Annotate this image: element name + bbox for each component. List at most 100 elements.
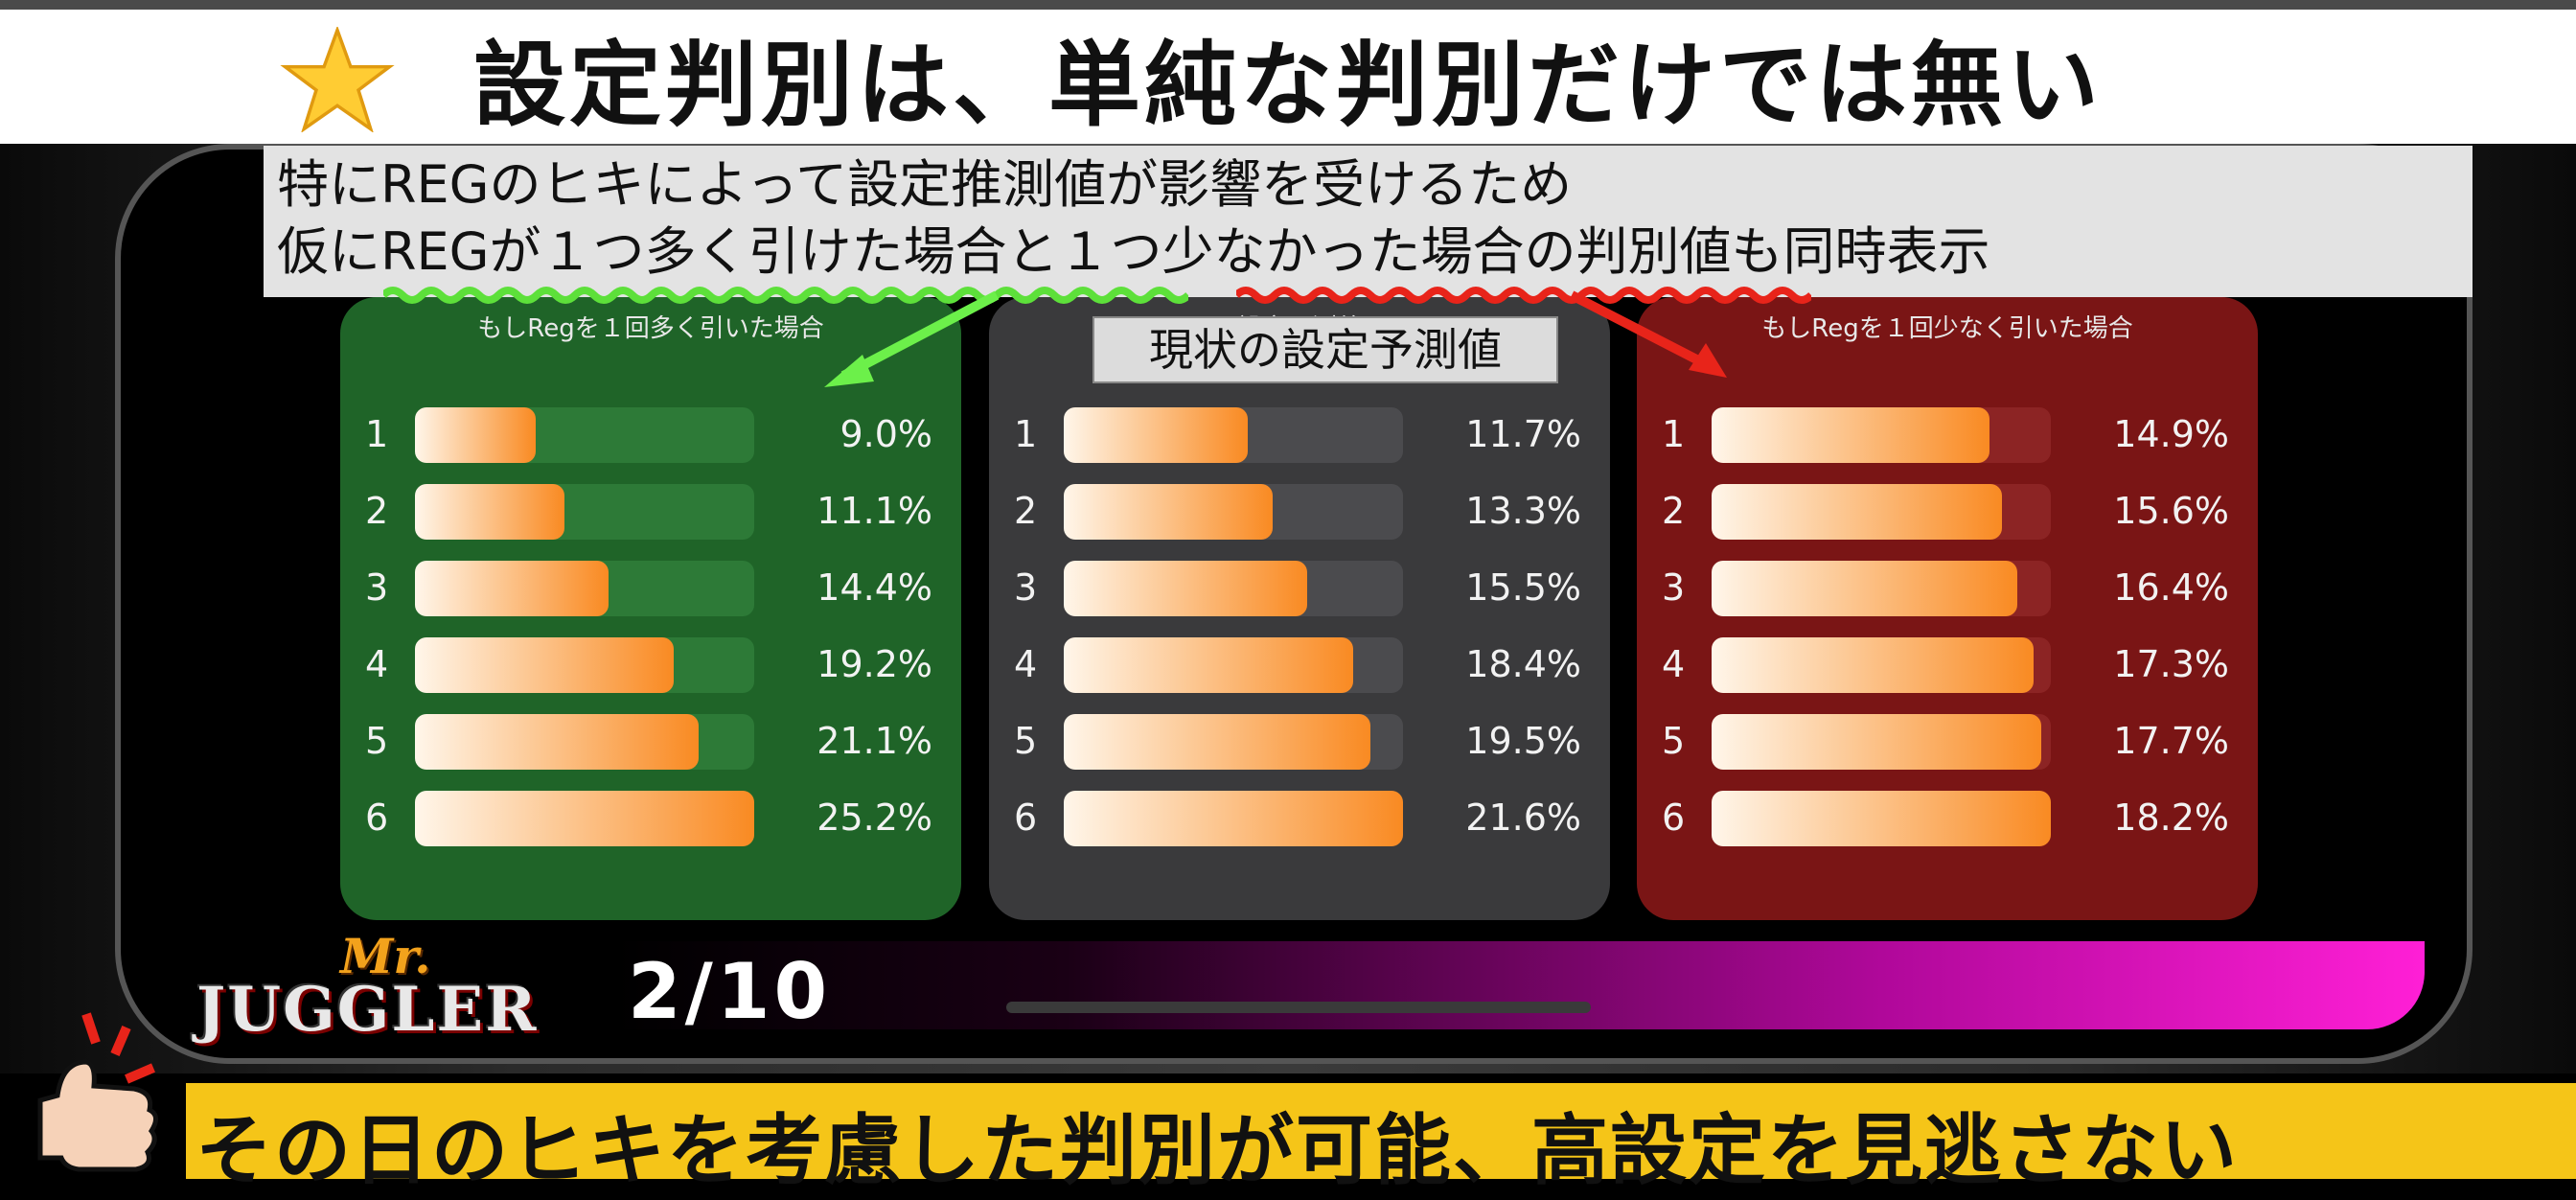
setting-level: 2 — [365, 490, 389, 532]
probability-bar-fill — [1712, 484, 2002, 540]
setting-row-3: 3 15.5% — [989, 561, 1610, 618]
setting-row-5: 5 17.7% — [1637, 714, 2258, 772]
probability-bar-fill — [415, 791, 754, 846]
setting-row-6: 6 18.2% — [1637, 791, 2258, 848]
probability-bar-fill — [415, 484, 564, 540]
probability-bar-fill — [1064, 637, 1353, 693]
probability-percent: 15.6% — [2113, 490, 2229, 532]
probability-bar-track — [1064, 561, 1403, 616]
page-counter: 2/10 — [628, 947, 832, 1036]
setting-level: 4 — [1014, 643, 1038, 685]
probability-bar-fill — [1712, 407, 1990, 463]
probability-bar-track — [1712, 791, 2051, 846]
probability-percent: 21.1% — [816, 720, 932, 762]
setting-row-1: 1 14.9% — [1637, 407, 2258, 465]
probability-percent: 18.4% — [1465, 643, 1581, 685]
probability-percent: 17.7% — [2113, 720, 2229, 762]
setting-row-2: 2 13.3% — [989, 484, 1610, 542]
setting-level: 6 — [365, 796, 389, 839]
probability-bar-fill — [415, 407, 536, 463]
setting-row-4: 4 19.2% — [340, 637, 961, 695]
probability-bar-fill — [1064, 561, 1307, 616]
explanation-line-1: 特にREGのヒキによって設定推測値が影響を受けるため — [277, 154, 1573, 215]
panel-title: もしRegを１回少なく引いた場合 — [1761, 314, 2133, 343]
top-border — [0, 0, 2576, 10]
setting-row-5: 5 19.5% — [989, 714, 1610, 772]
probability-bar-track — [1712, 407, 2051, 463]
setting-row-3: 3 14.4% — [340, 561, 961, 618]
setting-row-4: 4 17.3% — [1637, 637, 2258, 695]
probability-percent: 21.6% — [1465, 796, 1581, 839]
home-indicator — [1006, 1002, 1591, 1013]
probability-percent: 18.2% — [2113, 796, 2229, 839]
setting-row-6: 6 25.2% — [340, 791, 961, 848]
probability-bar-track — [415, 484, 754, 540]
setting-row-1: 1 9.0% — [340, 407, 961, 465]
probability-percent: 19.2% — [816, 643, 932, 685]
probability-bar-fill — [1064, 791, 1403, 846]
thumbs-up-icon — [37, 1012, 158, 1172]
footer-text: その日のヒキを考慮した判別が可能、高設定を見逃さない — [196, 1106, 2239, 1195]
probability-percent: 17.3% — [2113, 643, 2229, 685]
probability-bar-track — [415, 714, 754, 770]
probability-percent: 13.3% — [1465, 490, 1581, 532]
panel-title: もしRegを１回多く引いた場合 — [477, 314, 824, 343]
setting-level: 1 — [1014, 413, 1038, 455]
probability-bar-fill — [415, 637, 674, 693]
probability-bar-track — [415, 407, 754, 463]
setting-level: 5 — [1662, 720, 1686, 762]
star-icon — [280, 27, 395, 132]
setting-level: 3 — [1014, 566, 1038, 609]
green-underline — [383, 287, 1188, 304]
probability-bar-track — [1064, 484, 1403, 540]
red-underline — [1236, 287, 1811, 304]
red-arrow-icon — [1569, 290, 1727, 378]
probability-percent: 19.5% — [1465, 720, 1581, 762]
explanation-line-2: 仮にREGが１つ多く引けた場合と１つ少なかった場合の判別値も同時表示 — [277, 221, 1990, 282]
probability-bar-track — [1064, 791, 1403, 846]
header-banner: 設定判別は、単純な判別だけでは無い — [0, 10, 2576, 144]
probability-bar-track — [1712, 484, 2051, 540]
probability-bar-track — [415, 561, 754, 616]
probability-bar-track — [1712, 561, 2051, 616]
juggler-logo: Mr. JUGGLER — [196, 928, 599, 1046]
setting-level: 5 — [1014, 720, 1038, 762]
setting-level: 1 — [1662, 413, 1686, 455]
logo-main-text: JUGGLER — [196, 974, 539, 1046]
probability-percent: 11.1% — [816, 490, 932, 532]
setting-level: 1 — [365, 413, 389, 455]
probability-percent: 16.4% — [2113, 566, 2229, 609]
probability-bar-fill — [1712, 791, 2051, 846]
page-title: 設定判別は、単純な判別だけでは無い — [473, 31, 2103, 139]
probability-percent: 14.9% — [2113, 413, 2229, 455]
setting-level: 3 — [1662, 566, 1686, 609]
footer-banner: その日のヒキを考慮した判別が可能、高設定を見逃さない — [186, 1083, 2576, 1195]
setting-level: 4 — [365, 643, 389, 685]
probability-bar-fill — [1064, 714, 1370, 770]
current-estimate-label: 現状の設定予測値 — [1092, 316, 1558, 383]
probability-bar-fill — [415, 561, 609, 616]
setting-level: 2 — [1014, 490, 1038, 532]
setting-level: 2 — [1662, 490, 1686, 532]
probability-bar-track — [1064, 714, 1403, 770]
probability-percent: 11.7% — [1465, 413, 1581, 455]
probability-percent: 25.2% — [816, 796, 932, 839]
probability-bar-fill — [1712, 561, 2017, 616]
probability-percent: 14.4% — [816, 566, 932, 609]
probability-bar-fill — [415, 714, 699, 770]
setting-row-4: 4 18.4% — [989, 637, 1610, 695]
probability-bar-track — [415, 791, 754, 846]
probability-percent: 15.5% — [1465, 566, 1581, 609]
setting-level: 6 — [1014, 796, 1038, 839]
logo-mr-text: Mr. — [340, 928, 431, 984]
setting-row-2: 2 15.6% — [1637, 484, 2258, 542]
probability-bar-track — [1064, 407, 1403, 463]
setting-row-3: 3 16.4% — [1637, 561, 2258, 618]
probability-bar-track — [1712, 637, 2051, 693]
bottom-glow-bar — [613, 941, 2425, 1029]
probability-bar-track — [415, 637, 754, 693]
probability-bar-fill — [1064, 484, 1273, 540]
probability-bar-track — [1064, 637, 1403, 693]
setting-level: 3 — [365, 566, 389, 609]
setting-level: 5 — [365, 720, 389, 762]
